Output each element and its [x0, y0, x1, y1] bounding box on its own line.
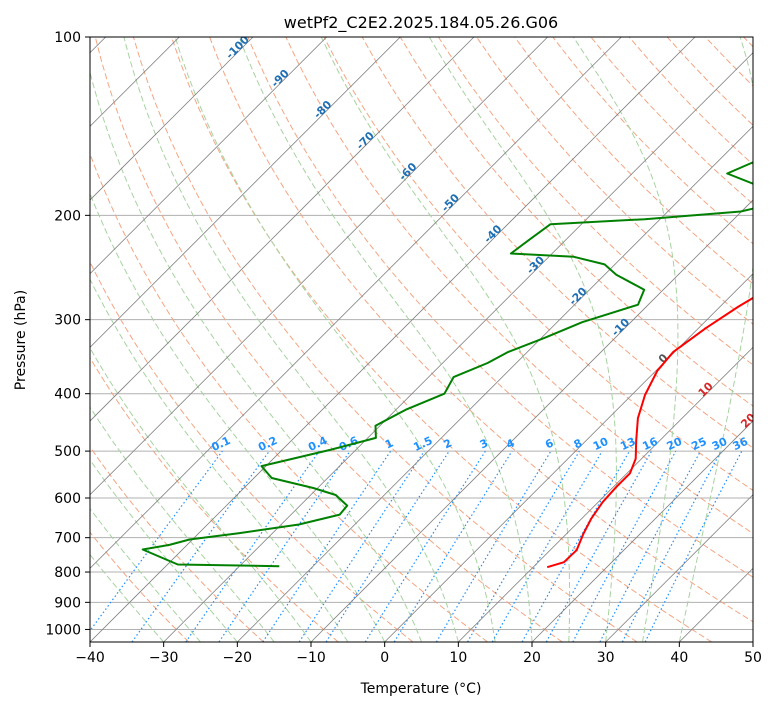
- x-tick-label: −30: [149, 650, 179, 666]
- x-tick-label: −20: [223, 650, 253, 666]
- y-tick-label: 800: [54, 565, 81, 581]
- x-tick-label: 40: [670, 650, 688, 666]
- x-tick-label: 30: [597, 650, 615, 666]
- chart-title: wetPf2_C2E2.2025.184.05.26.G06: [284, 13, 558, 33]
- x-tick-label: 50: [744, 650, 762, 666]
- x-tick-label: 20: [523, 650, 541, 666]
- y-axis-label: Pressure (hPa): [13, 290, 29, 390]
- x-tick-label: 0: [380, 650, 389, 666]
- y-tick-label: 300: [54, 313, 81, 329]
- x-tick-label: 10: [449, 650, 467, 666]
- y-tick-label: 100: [54, 30, 81, 46]
- y-tick-label: 700: [54, 531, 81, 547]
- y-tick-label: 200: [54, 208, 81, 224]
- x-tick-label: −40: [75, 650, 105, 666]
- y-tick-label: 1000: [45, 622, 81, 638]
- y-tick-label: 500: [54, 444, 81, 460]
- x-tick-label: −10: [296, 650, 326, 666]
- x-axis-label: Temperature (°C): [360, 681, 482, 697]
- plot-area: [90, 37, 753, 642]
- y-tick-label: 900: [54, 595, 81, 611]
- y-tick-label: 400: [54, 387, 81, 403]
- y-tick-label: 600: [54, 491, 81, 507]
